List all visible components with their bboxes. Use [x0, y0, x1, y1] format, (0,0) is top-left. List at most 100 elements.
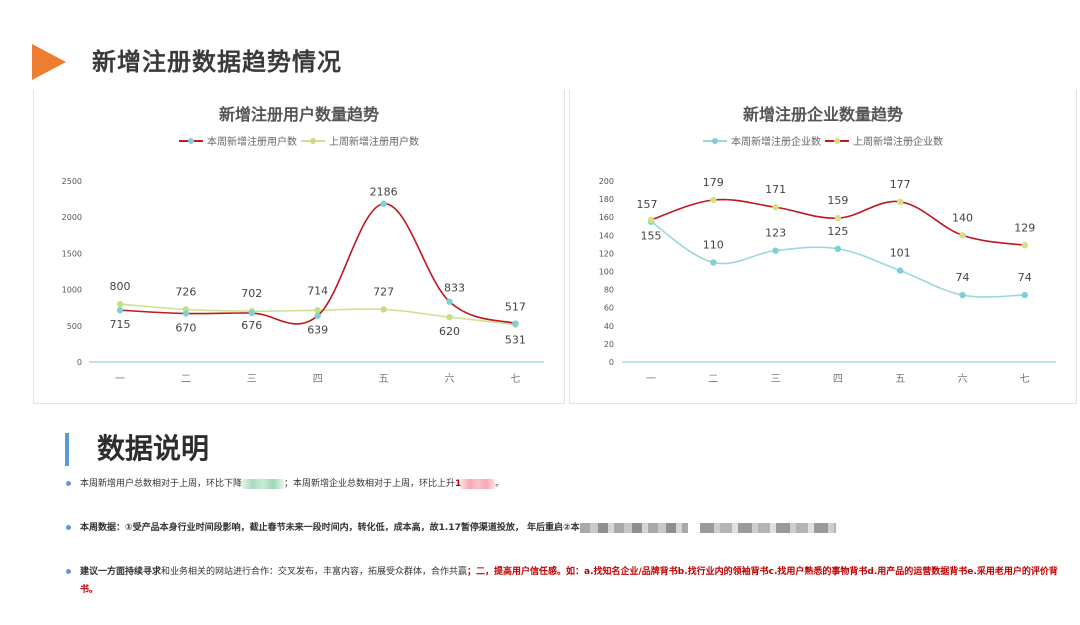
y-tick-label: 1500: [62, 249, 82, 258]
legend-item-last-week-enterprises[interactable]: 上周新增注册企业数: [825, 133, 943, 148]
bullet-icon: [66, 481, 71, 486]
y-tick-label: 20: [604, 340, 614, 349]
x-tick-label: 七: [510, 373, 520, 385]
note-text: ；本周新增企业总数相对于上周，环比上升: [284, 479, 456, 489]
note-text: 和业务相关的网站进行合作：交叉发布，丰富内容，拓展受众群体，合作共赢: [161, 567, 468, 577]
x-tick-label: 一: [115, 374, 125, 385]
data-value-label: 177: [890, 178, 911, 191]
note-text: 。: [495, 479, 505, 489]
note-2: 本周数据：①受产品本身行业时间段影响，截止春节未来一段时间内，转化低，成本高，故…: [80, 519, 836, 537]
data-point[interactable]: [647, 216, 655, 224]
enterprise-line-chart: 0 20 40 60 80 100 120 140 160 180 200 一 二 三 四 五 六 七 155 11…: [599, 176, 1056, 385]
user-registration-chart-panel: 新增注册用户数量趋势 本周新增注册用户数 上周新增注册用户数 0 500 1000 1…: [33, 90, 565, 404]
data-point[interactable]: [959, 291, 966, 299]
y-tick-label: 140: [599, 231, 614, 240]
data-value-label: 639: [307, 324, 328, 337]
x-tick-label: 三: [771, 374, 781, 385]
data-point[interactable]: [116, 300, 124, 308]
data-point[interactable]: [772, 204, 779, 211]
data-point[interactable]: [380, 200, 387, 207]
data-value-label: 155: [641, 230, 662, 243]
y-tick-label: 100: [599, 268, 614, 277]
data-point[interactable]: [710, 196, 717, 204]
y-tick-label: 40: [604, 322, 614, 331]
data-value-label: 676: [241, 319, 262, 332]
x-tick-label: 五: [379, 374, 389, 385]
data-point[interactable]: [446, 313, 453, 321]
data-point[interactable]: [380, 306, 387, 313]
data-point[interactable]: [1021, 242, 1028, 249]
line-marker-icon: [301, 137, 325, 144]
chart-legend: 本周新增注册企业数 上周新增注册企业数: [570, 133, 1076, 148]
redacted-value: [461, 478, 496, 489]
data-point[interactable]: [834, 245, 842, 253]
subsection-accent-bar: [65, 433, 69, 466]
note-red-text: ；二，提高用户信任感。如：a.找知名企业/品牌背书b.找行业内的领袖背书c.找用…: [80, 567, 1058, 595]
data-value-label: 74: [1018, 271, 1032, 284]
data-point[interactable]: [897, 267, 904, 274]
note-3: 建议一方面持续寻求和业务相关的网站进行合作：交叉发布，丰富内容，拓展受众群体，合…: [80, 563, 1070, 599]
y-tick-label: 0: [609, 358, 614, 367]
data-value-label: 110: [703, 238, 724, 251]
x-tick-label: 三: [247, 374, 257, 385]
data-value-label: 159: [827, 194, 848, 207]
line-marker-icon: [179, 137, 203, 144]
data-value-label: 171: [765, 183, 786, 196]
data-value-label: 123: [765, 227, 786, 240]
legend-label: 上周新增注册企业数: [853, 137, 943, 148]
data-value-label: 517: [505, 301, 526, 314]
note-red-value: 1: [455, 479, 462, 489]
y-tick-label: 160: [599, 213, 614, 222]
y-tick-label: 2500: [62, 177, 82, 186]
data-value-label: 800: [110, 280, 131, 293]
data-value-label: 179: [703, 176, 724, 189]
legend-label: 本周新增注册用户数: [207, 137, 297, 148]
data-value-label: 125: [827, 225, 848, 238]
data-point[interactable]: [314, 307, 321, 314]
x-tick-label: 二: [181, 374, 191, 385]
series-line: [119, 202, 516, 325]
data-point[interactable]: [897, 198, 904, 206]
y-tick-label: 200: [599, 177, 614, 186]
redacted-text: [699, 522, 836, 533]
data-point[interactable]: [182, 310, 190, 317]
y-tick-label: 2000: [62, 213, 82, 222]
y-tick-label: 0: [77, 358, 82, 367]
y-tick-label: 60: [604, 304, 614, 313]
data-point[interactable]: [446, 298, 453, 305]
x-tick-label: 四: [833, 374, 843, 385]
legend-item-last-week-users[interactable]: 上周新增注册用户数: [301, 133, 419, 148]
data-point[interactable]: [834, 214, 842, 222]
y-tick-label: 120: [599, 249, 614, 258]
data-value-label: 727: [373, 285, 394, 298]
data-point[interactable]: [512, 320, 519, 327]
data-value-label: 833: [444, 282, 465, 295]
legend-item-this-week-enterprises[interactable]: 本周新增注册企业数: [703, 133, 821, 148]
data-value-label: 670: [175, 321, 196, 334]
note-1: 本周新增用户总数相对于上周，环比下降 ；本周新增企业总数相对于上周，环比上升1 。: [80, 475, 504, 493]
data-point[interactable]: [116, 307, 124, 314]
note-bold-text: 建议一方面持续寻求: [80, 567, 162, 577]
legend-item-this-week-users[interactable]: 本周新增注册用户数: [179, 133, 297, 148]
chart-title: 新增注册企业数量趋势: [742, 105, 903, 124]
x-tick-label: 五: [895, 374, 905, 385]
data-value-label: 715: [110, 318, 131, 331]
redacted-value: [242, 478, 285, 489]
section-arrow-icon: [32, 44, 66, 80]
data-point[interactable]: [710, 259, 717, 266]
data-point[interactable]: [248, 309, 255, 317]
data-point[interactable]: [1021, 291, 1028, 299]
data-value-label: 702: [241, 287, 262, 300]
data-point[interactable]: [959, 232, 966, 239]
user-line-chart: 0 500 1000 1500 2000 2500 一 二 三 四 五 六 七 715 670 676 639…: [62, 177, 544, 385]
y-tick-label: 500: [67, 322, 82, 331]
x-tick-label: 六: [958, 373, 968, 385]
data-value-label: 101: [890, 247, 911, 260]
bullet-icon: [66, 569, 71, 574]
note-text: 本周新增用户总数相对于上周，环比下降: [80, 479, 243, 489]
line-marker-icon: [703, 137, 727, 144]
section-title: 新增注册数据趋势情况: [92, 48, 342, 76]
data-point[interactable]: [772, 247, 779, 254]
data-value-label: 140: [952, 211, 973, 224]
data-point[interactable]: [314, 312, 321, 319]
